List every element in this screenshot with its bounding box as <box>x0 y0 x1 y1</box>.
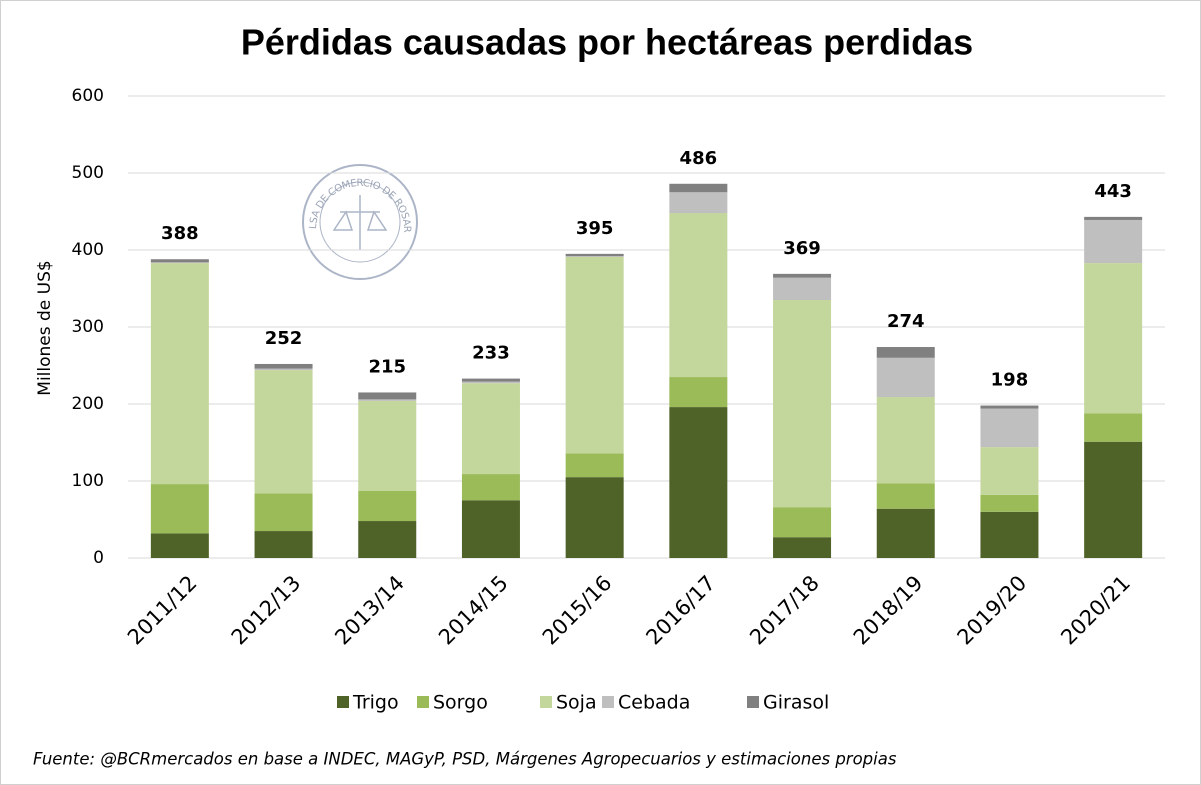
legend-swatch <box>337 696 349 708</box>
source-note: Fuente: @BCRmercados en base a INDEC, MA… <box>33 750 897 769</box>
bar-segment <box>669 407 728 558</box>
bar-segment <box>773 277 832 301</box>
bar-segment <box>565 256 624 454</box>
bar-segment <box>1084 413 1143 442</box>
bar-segment <box>150 259 209 263</box>
bar-segment <box>461 381 520 384</box>
total-label: 388 <box>161 223 199 244</box>
bar-segment <box>565 453 624 478</box>
bar-segment <box>980 447 1039 495</box>
bar-segment <box>876 397 935 484</box>
y-tick-label: 500 <box>72 163 104 183</box>
bar-segment <box>773 507 832 538</box>
total-label: 252 <box>265 328 303 349</box>
total-label: 486 <box>680 148 718 169</box>
logo-emblem <box>332 195 388 250</box>
bar-segment <box>980 408 1039 448</box>
bar-segment <box>150 484 209 534</box>
bar-segment <box>358 400 417 492</box>
y-tick-label: 300 <box>72 317 104 337</box>
y-tick-label: 400 <box>72 240 104 260</box>
total-label: 233 <box>472 343 510 364</box>
bar-segment <box>876 508 935 558</box>
bar-segment <box>669 377 728 408</box>
bar-segment <box>980 494 1039 512</box>
bar-segment <box>254 531 313 558</box>
bar-segment <box>1084 216 1143 220</box>
y-tick-label: 200 <box>72 394 104 414</box>
bar-segment <box>565 256 624 257</box>
legend-label: Girasol <box>763 692 829 714</box>
bar-segment <box>150 263 209 485</box>
chart-title: Pérdidas causadas por hectáreas perdidas <box>241 22 973 63</box>
bar-segment <box>565 477 624 558</box>
y-tick-label: 600 <box>72 86 104 106</box>
legend-swatch <box>540 696 552 708</box>
bar-segment <box>1084 441 1143 558</box>
bar-segment <box>876 357 935 398</box>
bar-segment <box>358 399 417 401</box>
total-label: 395 <box>576 218 614 239</box>
bar-segment <box>150 533 209 558</box>
total-label: 198 <box>991 370 1029 391</box>
bar-segment <box>461 378 520 382</box>
bar-segment <box>1084 263 1143 414</box>
total-label: 369 <box>783 238 821 259</box>
total-label: 215 <box>368 356 406 377</box>
bar-segment <box>358 392 417 400</box>
bar-segment <box>980 405 1039 409</box>
logo-ring <box>302 164 418 280</box>
bar-segment <box>876 347 935 358</box>
bar-segment <box>254 370 313 494</box>
bar-segment <box>773 300 832 508</box>
total-label: 443 <box>1094 181 1132 202</box>
bar-segment <box>254 493 313 532</box>
bar-segment <box>1084 219 1143 264</box>
legend-label: Trigo <box>352 692 399 714</box>
bar-segment <box>773 273 832 278</box>
bar-segment <box>461 383 520 475</box>
legend-swatch <box>602 696 614 708</box>
legend-swatch <box>747 696 759 708</box>
y-axis-label: Millones de US$ <box>35 260 55 395</box>
bar-segment <box>980 511 1039 558</box>
y-tick-label: 0 <box>93 548 104 568</box>
bar-segment <box>254 368 313 371</box>
bar-segment <box>773 537 832 558</box>
legend-swatch <box>417 696 429 708</box>
bar-segment <box>358 521 417 558</box>
legend-label: Soja <box>556 692 597 714</box>
bar-segment <box>876 483 935 509</box>
total-label: 274 <box>887 311 925 332</box>
bar-segment <box>669 183 728 193</box>
legend-label: Sorgo <box>433 692 488 714</box>
bar-segment <box>461 474 520 501</box>
bar-segment <box>669 213 728 378</box>
logo-inner <box>319 181 401 263</box>
bar-segment <box>358 491 417 522</box>
bar-segment <box>254 363 313 369</box>
bar-segment <box>565 253 624 257</box>
y-tick-label: 100 <box>72 471 104 491</box>
bar-segment <box>669 192 728 214</box>
bar-segment <box>461 500 520 558</box>
bar-segment <box>150 262 209 264</box>
legend-label: Cebada <box>618 692 690 714</box>
